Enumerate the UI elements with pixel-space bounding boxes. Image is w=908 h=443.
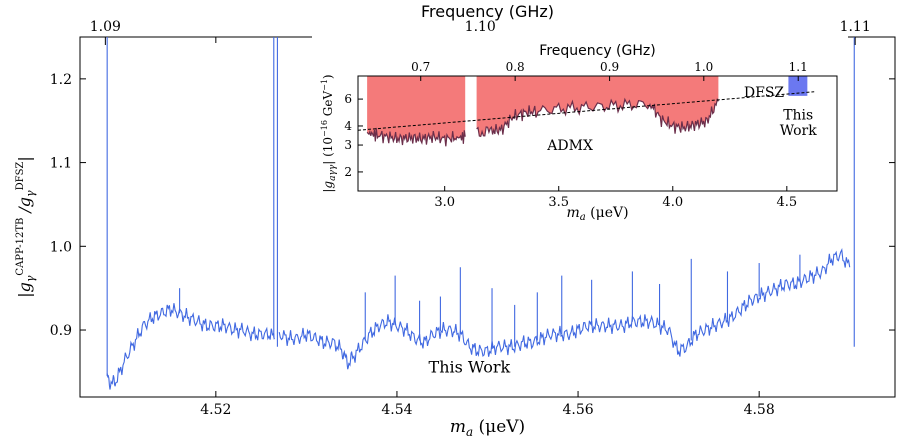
main-ylabel-sub1: γ [24, 275, 37, 282]
main-y-axis-label: |gγCAPP-12TB /gγDFSZ| [15, 156, 37, 298]
main-ylabel-close: | [15, 156, 34, 161]
main-annotation-this-work: This Work [429, 358, 511, 377]
inset-admx-edge [366, 127, 466, 147]
main-series-this-work [106, 37, 855, 390]
inset-xlabel-m: m [566, 205, 579, 221]
main-series-segment [106, 303, 275, 390]
inset-ylabel-units: GeV [321, 91, 335, 121]
inset-x-tick-label: 4.5 [776, 195, 797, 210]
inset-y-tick-label: 3 [344, 138, 352, 152]
main-x-tick-label: 4.56 [562, 402, 593, 418]
inset-xlabel-units: (μeV) [590, 205, 628, 221]
inset-top-tick-label: 0.7 [411, 60, 430, 74]
main-top-tick-label: 1.11 [840, 19, 871, 35]
main-y-tick-label: 0.9 [50, 323, 72, 339]
main-series-segment [278, 247, 851, 370]
inset-admx-region [367, 76, 466, 147]
main-ylabel-sub2: γ [24, 190, 37, 197]
inset-ylabel-sup2: −1 [320, 79, 329, 91]
main-top-tick-label: 1.09 [90, 19, 121, 35]
inset-dfsz-line [357, 91, 815, 131]
main-axis-ticks: 4.52 4.54 4.56 4.580.91.01.11.21.09 1.10 1.11 [50, 19, 895, 418]
main-y-tick-label: 1.0 [50, 239, 72, 255]
inset-x-tick-label: 3.0 [434, 195, 455, 210]
main-y-tick-label: 1.2 [50, 72, 72, 88]
inset-plot-frame [357, 75, 838, 192]
inset-top-tick-label: 0.8 [506, 60, 525, 74]
inset-annotation-admx: ADMX [546, 138, 593, 154]
inset-annotation-this-work-line2: Work [780, 123, 818, 139]
main-ylabel-slash: /g [15, 197, 34, 218]
inset-y-axis-label: |gaγγ| (10−16 GeV−1) [320, 74, 338, 192]
inset-y-tick-label: 2 [344, 165, 352, 179]
main-top-axis-label: Frequency (GHz) [421, 2, 554, 21]
inset-y-tick-label: 4 [344, 119, 352, 133]
inset-x-axis-label: ma (μeV) [566, 205, 628, 223]
inset-top-tick-label: 0.9 [600, 60, 619, 74]
inset-axis-ticks: 3.0 3.5 4.0 4.5 2 3 4 6 0.7 0.8 0.9 1.0 1.1 [344, 60, 807, 210]
main-ylabel-open: |g [15, 282, 34, 298]
main-x-tick-label: 4.58 [744, 402, 775, 418]
main-xlabel-sub: a [466, 425, 473, 439]
inset-x-tick-label: 3.5 [548, 195, 569, 210]
main-ylabel-sup1: CAPP-12TB [15, 218, 26, 276]
inset-top-tick-label: 1.0 [694, 60, 713, 74]
inset-admx-edge [476, 97, 719, 138]
inset-ylabel-mid: | (10 [321, 137, 335, 165]
main-y-tick-label: 1.1 [50, 156, 72, 172]
main-xlabel-units: (μeV) [479, 417, 526, 437]
inset-annotation-dfsz: DFSZ [744, 85, 785, 101]
inset-chart: 3.0 3.5 4.0 4.5 2 3 4 6 0.7 0.8 0.9 1.0 1.1 Frequenc… [312, 36, 848, 223]
inset-ylabel-sub: aγγ [328, 164, 338, 181]
inset-y-tick-label: 6 [344, 92, 352, 106]
inset-exclusion-regions [366, 76, 808, 147]
main-chart: 4.52 4.54 4.56 4.580.91.01.11.21.09 1.10 1.11… [15, 2, 896, 439]
main-x-tick-label: 4.54 [381, 402, 412, 418]
inset-admx-region [476, 76, 719, 137]
inset-annotation-this-work-line1: This [783, 107, 813, 123]
main-x-axis-label: ma (μeV) [450, 417, 525, 439]
inset-xlabel-sub: a [580, 212, 586, 223]
main-x-tick-label: 4.52 [200, 402, 231, 418]
inset-ylabel-open: |g [321, 181, 335, 193]
main-ylabel-sup2: DFSZ [15, 162, 26, 191]
inset-ylabel-close: ) [321, 74, 335, 79]
inset-x-tick-label: 4.0 [662, 195, 683, 210]
main-top-tick-label: 1.10 [465, 19, 496, 35]
main-xlabel-m: m [450, 417, 466, 437]
inset-this-work-region [788, 76, 808, 96]
inset-top-tick-label: 1.1 [789, 60, 808, 74]
inset-top-axis-label: Frequency (GHz) [539, 43, 655, 59]
inset-ylabel-sup1: −16 [320, 120, 329, 137]
